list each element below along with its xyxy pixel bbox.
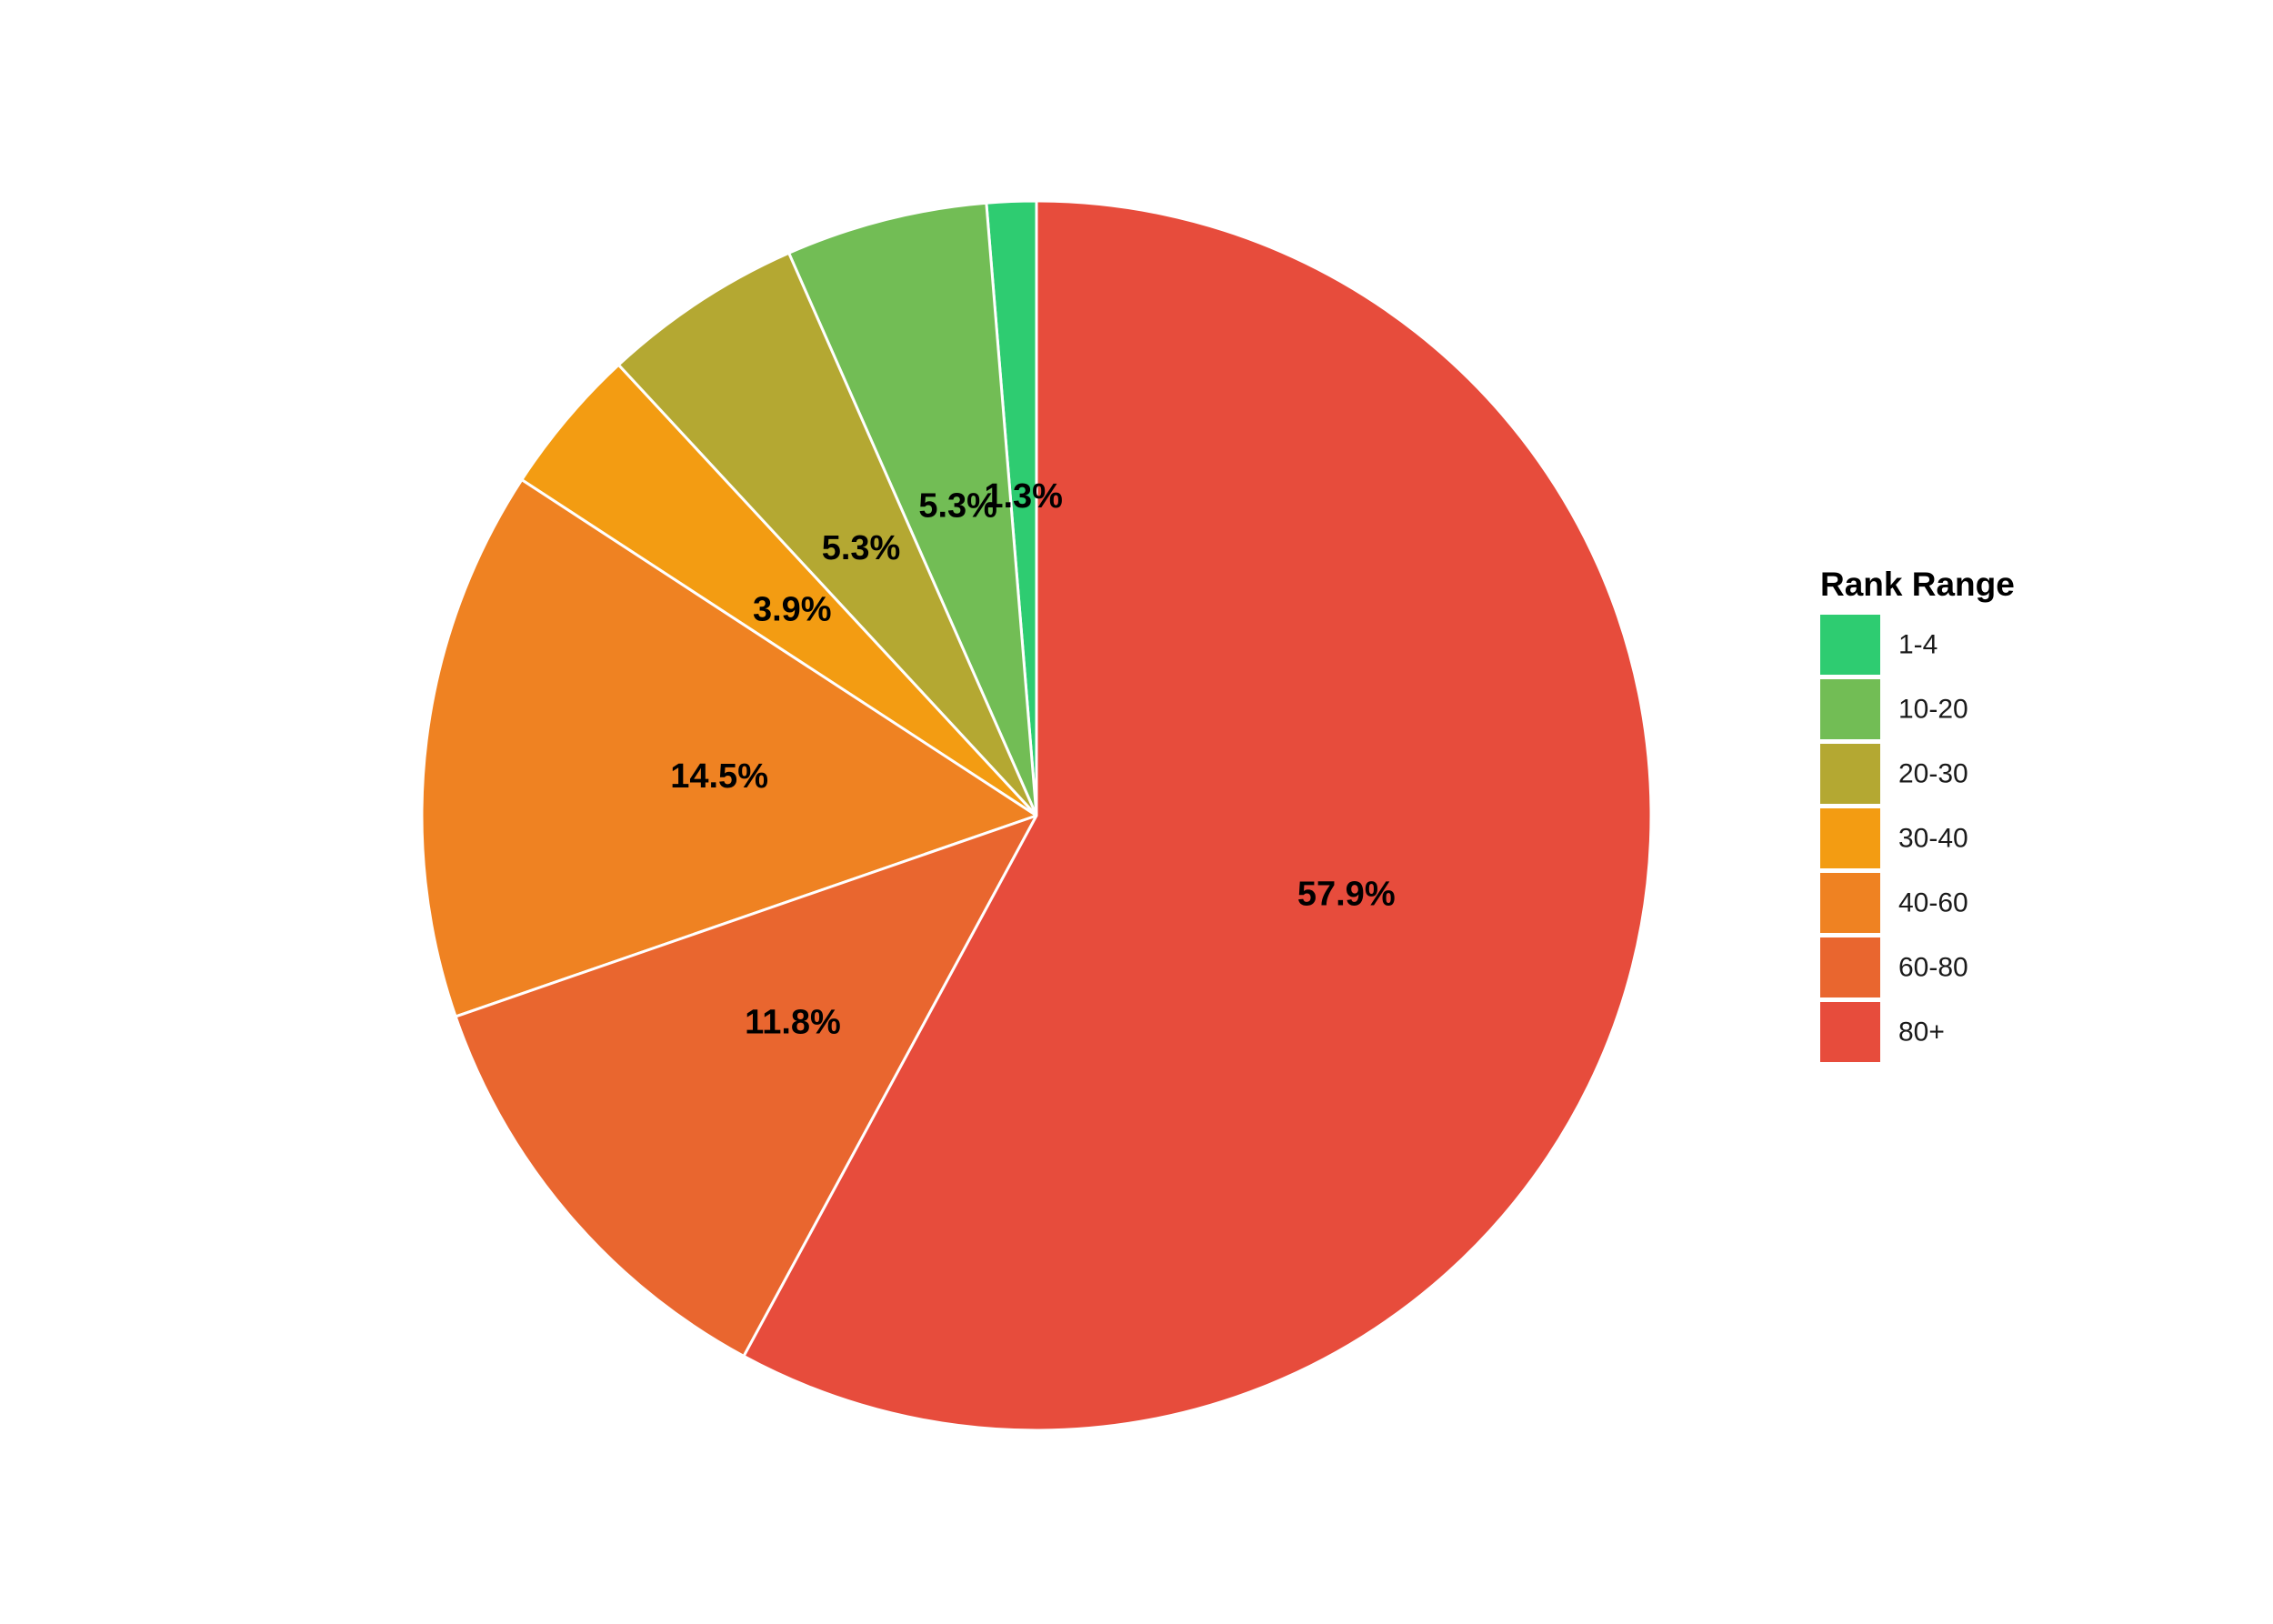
slice-label-20-30: 5.3% — [822, 529, 901, 567]
legend: Rank Range 1-4 10-20 20-30 30-40 40-60 60-80 8… — [1820, 566, 2015, 1062]
legend-key-30-40 — [1820, 808, 1880, 868]
legend-key-60-80 — [1820, 937, 1880, 997]
slice-labels: 1.3%5.3%5.3%3.9%14.5%11.8%57.9% — [670, 477, 1395, 1042]
legend-label-40-60: 40-60 — [1898, 888, 1968, 918]
legend-label-60-80: 60-80 — [1898, 953, 1968, 983]
legend-items: 1-4 10-20 20-30 30-40 40-60 60-80 80+ — [1820, 615, 1968, 1062]
legend-label-10-20: 10-20 — [1898, 695, 1968, 725]
slice-label-1-4: 1.3% — [984, 477, 1063, 516]
pie-slices — [420, 199, 1653, 1432]
legend-label-80+: 80+ — [1898, 1018, 1945, 1048]
pie-slice-80+ — [742, 199, 1653, 1432]
legend-key-80+ — [1820, 1002, 1880, 1062]
pie-slice-60-80 — [454, 813, 1040, 1358]
legend-key-40-60 — [1820, 873, 1880, 933]
slice-label-40-60: 14.5% — [670, 757, 768, 796]
pie-slice-20-30 — [616, 251, 1038, 817]
legend-key-10-20 — [1820, 679, 1880, 739]
legend-label-30-40: 30-40 — [1898, 824, 1968, 854]
legend-key-1-4 — [1820, 615, 1880, 675]
slice-label-10-20: 5.3% — [918, 486, 997, 525]
pie-slice-40-60 — [420, 477, 1040, 1018]
slice-label-80+: 57.9% — [1297, 875, 1396, 913]
legend-title: Rank Range — [1820, 566, 2015, 603]
legend-key-20-30 — [1820, 744, 1880, 804]
legend-label-1-4: 1-4 — [1898, 630, 1938, 660]
slice-label-60-80: 11.8% — [745, 1003, 841, 1041]
legend-label-20-30: 20-30 — [1898, 759, 1968, 789]
pie-slice-10-20 — [786, 201, 1038, 817]
slice-label-30-40: 3.9% — [753, 590, 832, 628]
